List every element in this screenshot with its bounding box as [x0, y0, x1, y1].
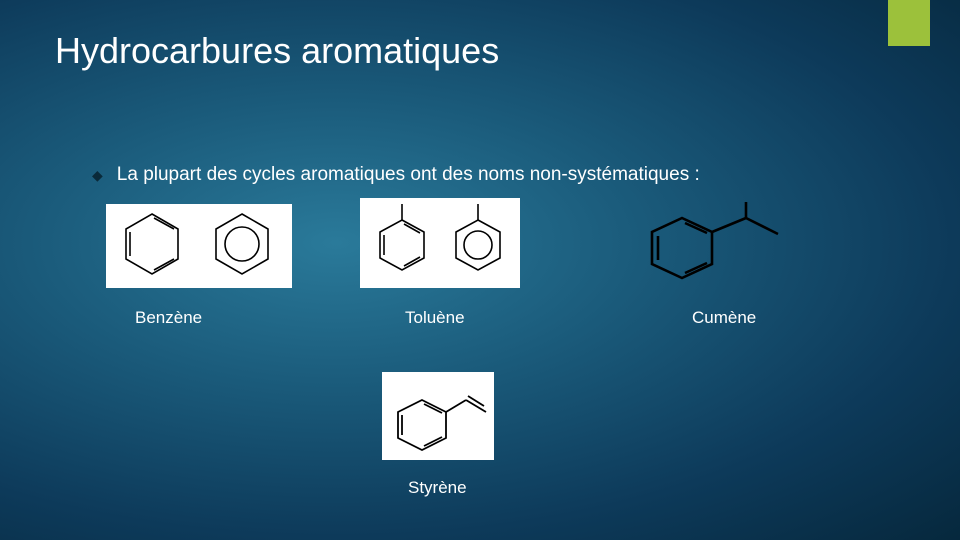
label-toluene: Toluène — [405, 308, 465, 328]
label-cumene: Cumène — [692, 308, 756, 328]
bullet-text: La plupart des cycles aromatiques ont de… — [117, 164, 700, 186]
bullet-diamond-icon: ◆ — [92, 167, 103, 184]
cumene-icon — [638, 200, 812, 290]
toluene-icon — [360, 198, 520, 288]
styrene-icon — [382, 372, 494, 460]
accent-tab — [888, 0, 930, 46]
bullet-row: ◆ La plupart des cycles aromatiques ont … — [92, 164, 700, 186]
molecule-styrene — [382, 372, 494, 460]
molecule-toluene — [360, 198, 520, 288]
molecule-cumene — [638, 200, 812, 290]
label-benzene: Benzène — [135, 308, 202, 328]
molecule-benzene — [106, 204, 292, 288]
benzene-icon — [106, 204, 292, 288]
label-styrene: Styrène — [408, 478, 467, 498]
page-title: Hydrocarbures aromatiques — [55, 30, 499, 72]
